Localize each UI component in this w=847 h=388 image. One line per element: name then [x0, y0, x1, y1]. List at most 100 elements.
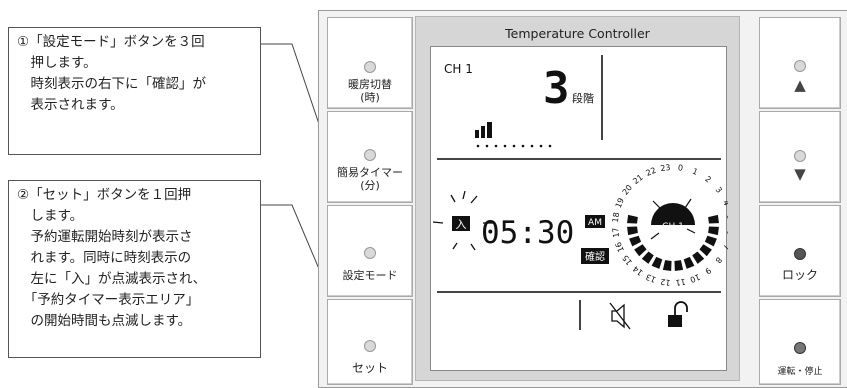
dial-hour-label: 12: [660, 277, 671, 287]
callout-step-2: ②「セット」ボタンを１回押 します。 予約運転開始時刻が表示さ れます。同時に時…: [8, 180, 261, 358]
down-arrow-icon: ▼: [794, 165, 806, 183]
level-unit: 段階: [572, 91, 594, 105]
dial-hour-label: 15: [621, 253, 634, 267]
level-digit: 3: [543, 63, 570, 114]
indicator-led: [364, 340, 376, 352]
button-label: ロック: [781, 268, 818, 282]
button-label: 簡易タイマー (分): [337, 166, 403, 192]
up-arrow-icon: ▲: [794, 76, 806, 94]
indicator-led: [794, 342, 806, 354]
dial-blink-ray: [650, 232, 660, 240]
setting-mode-button[interactable]: 設定モード: [327, 205, 413, 297]
indicator-led: [364, 247, 376, 259]
indicator-led: [794, 150, 806, 162]
dial-hour-label: 14: [631, 264, 645, 277]
dial-segment: [708, 214, 719, 224]
dial-hour-label: 21: [631, 173, 645, 186]
timer-dial: CH 10 12345678910111213141516171819202122…: [611, 163, 728, 287]
simple-timer-button[interactable]: 簡易タイマー (分): [327, 111, 413, 203]
dial-segment: [651, 256, 663, 269]
dial-segment: [641, 251, 654, 264]
time-display: 05:30: [481, 215, 574, 251]
controller-panel: 暖房切替 (時) 簡易タイマー (分) 設定モード セット Temperatur…: [318, 10, 847, 388]
set-button[interactable]: セット: [327, 299, 413, 385]
dial-segment: [683, 256, 695, 269]
down-button[interactable]: ▼: [759, 111, 841, 203]
dial-channel-label: CH 1: [662, 222, 684, 232]
dial-segment: [629, 235, 642, 247]
dial-blink-ray: [652, 200, 662, 210]
dial-segment: [634, 244, 647, 257]
dial-hour-label: 10: [689, 272, 702, 284]
dial-hour-label: 23: [660, 163, 671, 173]
on-marker: 入: [456, 218, 467, 231]
dial-hour-label: 11: [675, 277, 686, 287]
dial-hour-label: 2: [703, 174, 713, 184]
indicator-led: [364, 149, 376, 161]
callout-line: れます。同時に時刻表示の: [17, 250, 192, 266]
callout-line: ①「設定モード」ボタンを３回: [17, 34, 205, 50]
callout-line: 予約運転開始時刻が表示さ: [17, 229, 193, 245]
dial-hour-label: 0: [677, 163, 683, 173]
button-label: 暖房切替 (時): [348, 78, 392, 104]
dial-hour-label: 3: [713, 185, 723, 195]
dial-segment: [662, 260, 672, 271]
callout-line: の開始時間も点滅します。: [17, 313, 192, 329]
dial-hour-label: 19: [614, 197, 626, 210]
dial-hour-label: 22: [645, 166, 658, 178]
button-label: セット: [351, 361, 388, 375]
callout-line: 押します。: [17, 55, 97, 71]
blink-rays-left: [432, 190, 493, 251]
button-label: 設定モード: [342, 269, 398, 282]
callout-line: 時刻表示の右下に「確認」が: [17, 76, 206, 92]
dial-segment: [692, 251, 705, 264]
dial-hour-label: 16: [614, 241, 626, 254]
dial-segment: [627, 226, 638, 236]
callout-line: 表示されます。: [17, 97, 124, 113]
lcd-graphics: CH 1 3 段階: [432, 55, 728, 330]
run-stop-button[interactable]: 運転・停止: [759, 299, 841, 385]
confirm-box: [581, 248, 609, 264]
level-bars: [475, 122, 492, 138]
dial-hour-label: 18: [611, 212, 621, 223]
dial-segment: [708, 226, 719, 236]
dial-hour-label: 5: [725, 214, 728, 220]
display-title: Temperature Controller: [505, 26, 650, 41]
lcd-screen: CH 1 3 段階: [430, 46, 728, 371]
callout-line: ②「セット」ボタンを１回押: [17, 187, 192, 203]
dial-hour-label: 9: [703, 265, 713, 275]
dial-segment: [674, 260, 684, 271]
dial-segment: [699, 244, 712, 257]
indicator-led: [794, 60, 806, 72]
confirm-label: 確認: [585, 250, 605, 263]
dial-hour-label: 7: [721, 243, 728, 251]
on-marker-box: [452, 216, 470, 231]
dial-hour-label: 4: [721, 199, 728, 207]
level-dots: [476, 144, 552, 148]
callout-line: 「予約タイマー表示エリア」: [17, 292, 200, 308]
up-button[interactable]: ▲: [759, 17, 841, 109]
dial-hour-label: 17: [611, 227, 621, 238]
dial-hour-label: 20: [621, 183, 634, 197]
callout-line: 左に「入」が点滅表示され、: [17, 271, 207, 287]
dial-segment: [627, 214, 638, 224]
dial-blink-ray: [684, 198, 692, 209]
dial-blink-ray: [686, 228, 696, 234]
dial-hour-label: 6: [725, 229, 728, 235]
dial-segment: [704, 235, 717, 247]
unlock-icon: [668, 301, 688, 327]
button-label: 運転・停止: [777, 367, 823, 377]
callout-line: します。: [17, 208, 84, 224]
indicator-led: [364, 61, 376, 73]
dial-dome: [651, 203, 695, 225]
heating-switch-button[interactable]: 暖房切替 (時): [327, 17, 413, 109]
mute-icon: [609, 302, 631, 330]
dial-hour-label: 13: [645, 272, 658, 284]
dial-hour-label: 1: [691, 167, 699, 177]
channel-label: CH 1: [444, 62, 473, 76]
ampm-label: AM: [588, 218, 602, 228]
lock-button[interactable]: ロック: [759, 205, 841, 297]
display-frame: Temperature Controller CH 1 3 段階: [415, 16, 740, 381]
ampm-box: [585, 215, 605, 228]
callout-step-1: ①「設定モード」ボタンを３回 押します。 時刻表示の右下に「確認」が 表示されま…: [8, 27, 261, 155]
